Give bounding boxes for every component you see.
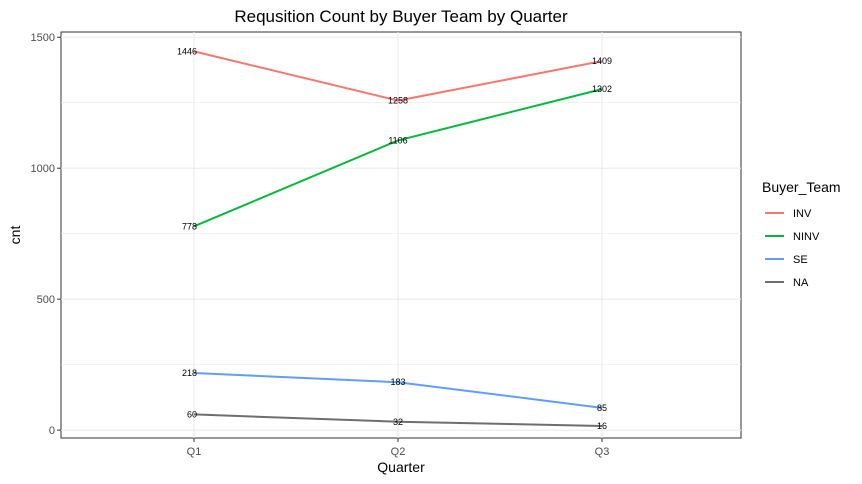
series-line-ninv [193, 88, 603, 228]
series-lines [193, 50, 603, 427]
data-label: 778 [182, 221, 197, 231]
y-tick-label: 1500 [31, 32, 55, 44]
y-tick-label: 0 [49, 425, 55, 437]
legend-label: NA [793, 277, 809, 289]
legend-label: SE [793, 254, 808, 266]
series-line-na [193, 413, 603, 427]
data-label: 32 [393, 417, 403, 427]
data-label: 218 [182, 368, 197, 378]
series-line-se [193, 372, 603, 409]
chart-title: Requsition Count by Buyer Team by Quarte… [234, 7, 568, 26]
data-label: 1302 [592, 84, 612, 94]
legend-label: INV [793, 208, 812, 220]
x-tick-label: Q3 [595, 446, 610, 458]
data-label: 60 [187, 409, 197, 419]
data-label: 1258 [388, 96, 408, 106]
data-label: 85 [597, 403, 607, 413]
data-label: 1446 [177, 46, 197, 56]
legend: Buyer_Team INV NINV SE NA [762, 179, 841, 289]
y-tick-label: 500 [37, 294, 55, 306]
y-tick-label: 1000 [31, 163, 55, 175]
data-label: 1106 [388, 135, 407, 145]
legend-title: Buyer_Team [762, 179, 841, 195]
x-axis-title: Quarter [377, 459, 425, 475]
y-axis-title: cnt [7, 226, 23, 245]
data-label: 16 [597, 421, 607, 431]
data-labels: 1446 1258 1409 778 1106 1302 218 183 85 60 32 16 [177, 46, 612, 431]
x-axis-ticks: Q1 Q2 Q3 [187, 438, 610, 458]
legend-label: NINV [793, 231, 820, 243]
x-tick-label: Q2 [391, 446, 406, 458]
data-label: 183 [390, 377, 405, 387]
data-label: 1409 [592, 56, 612, 66]
x-tick-label: Q1 [187, 446, 202, 458]
series-line-inv [193, 50, 603, 102]
y-axis-ticks: 0 500 1000 1500 [31, 32, 61, 437]
